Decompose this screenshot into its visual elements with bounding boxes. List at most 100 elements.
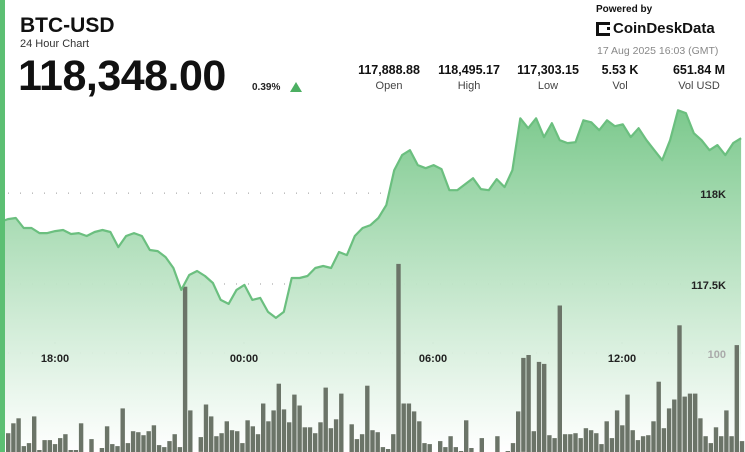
volume-bar: [6, 433, 11, 452]
volume-bar: [156, 445, 162, 452]
volume-bar: [120, 408, 125, 452]
volume-bar: [640, 436, 646, 452]
volume-bar: [11, 423, 16, 452]
volume-bar: [698, 418, 703, 452]
volume-bar: [359, 434, 365, 452]
volume-bar: [276, 383, 281, 452]
stat-open: 117,888.88 Open: [358, 63, 420, 92]
volume-bar: [588, 430, 594, 452]
volume-bar: [240, 443, 245, 452]
volume-bar: [443, 447, 448, 452]
volume-bar: [609, 438, 615, 452]
volume-bar: [104, 426, 110, 452]
volume-bar: [162, 447, 167, 452]
volume-bar: [526, 355, 531, 452]
volume-bar: [339, 393, 344, 452]
volume-bar: [516, 411, 521, 452]
chart-subtitle: 24 Hour Chart: [20, 38, 90, 50]
volume-bar: [573, 433, 578, 452]
volume-bar: [666, 408, 672, 452]
volume-bar: [42, 440, 47, 452]
volume-bar: [635, 440, 641, 452]
price-change: 0.39%: [252, 82, 281, 93]
volume-bar: [604, 421, 609, 452]
volume-bar: [599, 444, 604, 452]
volume-bar: [614, 410, 620, 452]
volume-bar: [37, 450, 42, 452]
volume-bar: [552, 438, 557, 452]
volume-bar: [287, 422, 292, 452]
volume-bar: [214, 436, 219, 452]
volume-bar: [536, 361, 542, 452]
volume-bar: [89, 439, 94, 452]
volume-bar: [656, 381, 661, 452]
volume-bar: [130, 431, 136, 452]
volume-bar: [594, 433, 599, 452]
volume-bar: [78, 423, 84, 452]
volume-bar: [469, 448, 474, 452]
volume-bar: [479, 438, 484, 452]
volume-bar: [401, 403, 406, 452]
volume-bar: [583, 428, 589, 452]
volume-bar: [620, 425, 625, 452]
stat-high: 118,495.17 High: [438, 63, 500, 92]
y-tick-label: 118K: [700, 189, 726, 201]
volume-bar: [73, 450, 79, 452]
volume-bar: [313, 433, 318, 452]
volume-bar: [172, 434, 177, 452]
volume-bar: [255, 434, 261, 452]
volume-bar: [510, 443, 516, 452]
volume-bar: [672, 399, 677, 452]
volume-bar: [547, 435, 552, 452]
up-arrow-icon: [290, 82, 302, 92]
volume-bar: [58, 438, 63, 452]
volume-bar: [188, 410, 193, 452]
volume-bar: [464, 420, 469, 452]
volume-bar: [562, 434, 568, 452]
volume-bar: [250, 426, 255, 452]
x-tick-label: 06:00: [419, 353, 447, 365]
volume-bar: [438, 441, 443, 452]
volume-bar: [333, 419, 339, 452]
volume-bar: [729, 436, 734, 452]
volume-bar: [406, 403, 412, 452]
timestamp: 17 Aug 2025 16:03 (GMT): [597, 45, 719, 57]
volume-bar: [209, 416, 214, 452]
powered-by: Powered by: [596, 4, 653, 15]
volume-bar: [146, 431, 151, 452]
volume-bar: [292, 394, 297, 452]
volume-bar: [198, 437, 203, 452]
volume-bar: [245, 420, 250, 452]
volume-bar: [417, 421, 422, 452]
y-tick-label: 117.5K: [691, 280, 726, 292]
volume-bar: [734, 345, 739, 452]
volume-bar: [375, 432, 380, 452]
volume-bar: [724, 410, 729, 452]
x-tick-label: 18:00: [41, 353, 69, 365]
volume-bar: [141, 435, 146, 452]
volume-bar: [349, 424, 354, 452]
volume-bar: [557, 305, 562, 452]
volume-bar: [26, 443, 32, 452]
volume-bar: [693, 393, 698, 452]
volume-bar: [682, 396, 687, 452]
symbol-title: BTC-USD: [20, 14, 115, 37]
stat-vol-usd: 651.84 M Vol USD: [672, 63, 726, 92]
volume-bar: [235, 431, 240, 452]
volume-bar: [542, 363, 547, 452]
volume-bar: [354, 439, 360, 452]
volume-bar: [318, 422, 323, 452]
volume-bar: [365, 385, 370, 452]
volume-bar: [151, 425, 157, 452]
volume-bar: [307, 427, 313, 452]
current-price: 118,348.00: [18, 52, 226, 100]
volume-bar: [448, 436, 453, 452]
volume-bar: [47, 440, 52, 452]
volume-bar: [646, 435, 651, 452]
volume-bar: [136, 432, 141, 452]
volume-bar: [370, 430, 375, 452]
price-line: [0, 109, 742, 319]
volume-bar: [63, 434, 68, 452]
volume-bar: [99, 448, 105, 452]
volume-bar: [677, 325, 682, 452]
